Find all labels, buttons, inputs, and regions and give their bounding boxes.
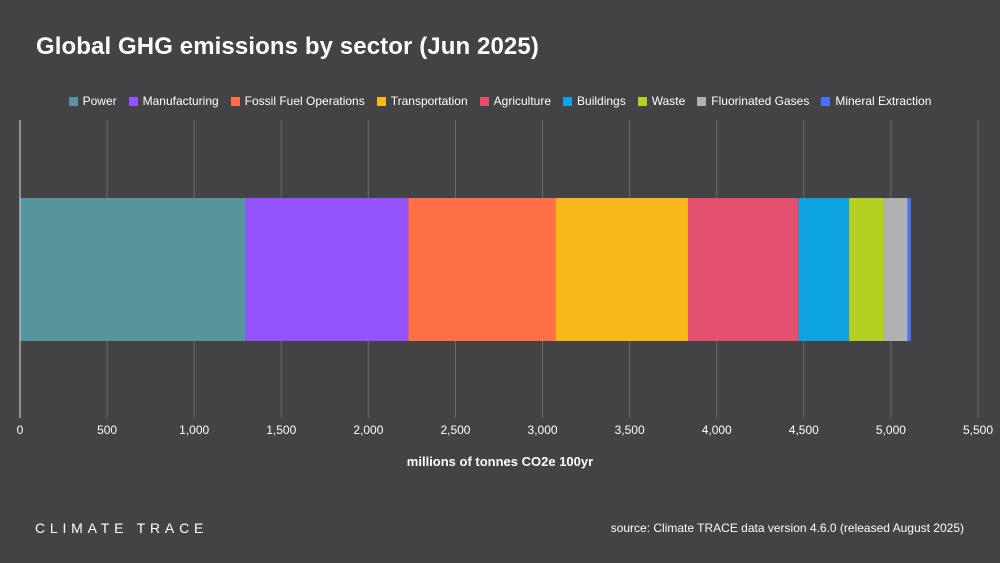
legend-label: Fossil Fuel Operations [244, 94, 365, 108]
legend-swatch [128, 96, 138, 106]
x-tick-label: 2,500 [440, 423, 470, 437]
bar-segment-fossil-fuel-operations [408, 198, 556, 341]
legend-item: Buildings [563, 94, 626, 108]
x-tick-label: 1,500 [266, 423, 296, 437]
legend-item: Agriculture [479, 94, 552, 108]
x-tick-label: 1,000 [179, 423, 209, 437]
legend-label: Transportation [390, 94, 468, 108]
x-tick-label: 4,500 [789, 423, 819, 437]
legend-item: Manufacturing [128, 94, 219, 108]
legend-label: Fluorinated Gases [711, 94, 810, 108]
bar-segment-power [20, 198, 246, 341]
legend-swatch [637, 96, 647, 106]
legend-swatch [563, 96, 573, 106]
legend-label: Buildings [577, 94, 626, 108]
x-tick-label: 3,000 [528, 423, 558, 437]
bar-segment-fluorinated-gases [883, 198, 908, 341]
legend-item: Power [68, 94, 117, 108]
x-tick-label: 3,500 [615, 423, 645, 437]
legend-item: Mineral Extraction [821, 94, 931, 108]
legend-label: Waste [651, 94, 686, 108]
bar-segment-transportation [555, 198, 688, 341]
bar-segment-buildings [798, 198, 850, 341]
bar-segment-mineral-extraction [907, 198, 911, 341]
legend-label: Agriculture [493, 94, 552, 108]
legend-label: Manufacturing [142, 94, 219, 108]
legend-label: Power [82, 94, 117, 108]
legend-item: Waste [637, 94, 686, 108]
chart-title: Global GHG emissions by sector (Jun 2025… [36, 33, 539, 60]
x-tick-label: 5,000 [876, 423, 906, 437]
legend-item: Transportation [376, 94, 468, 108]
source-note: source: Climate TRACE data version 4.6.0… [610, 521, 964, 535]
x-tick-label: 5,500 [963, 423, 993, 437]
x-tick-label: 0 [17, 423, 24, 437]
legend-swatch [68, 96, 78, 106]
legend-swatch [697, 96, 707, 106]
brand-logo: CLIMATE TRACE [35, 520, 209, 536]
legend-swatch [479, 96, 489, 106]
x-tick-label: 500 [97, 423, 117, 437]
x-tick-label: 4,000 [702, 423, 732, 437]
x-axis-title: millions of tonnes CO2e 100yr [407, 454, 593, 469]
legend-item: Fluorinated Gases [697, 94, 809, 108]
x-tick-label: 2,000 [353, 423, 383, 437]
legend-swatch [230, 96, 240, 106]
legend-label: Mineral Extraction [835, 94, 932, 108]
bar-segment-manufacturing [245, 198, 409, 341]
bar-segment-waste [849, 198, 884, 341]
chart-legend: Power Manufacturing Fossil Fuel Operations… [0, 94, 1000, 108]
legend-swatch [376, 96, 386, 106]
legend-item: Fossil Fuel Operations [230, 94, 365, 108]
legend-swatch [821, 96, 831, 106]
bar-segment-agriculture [687, 198, 799, 341]
